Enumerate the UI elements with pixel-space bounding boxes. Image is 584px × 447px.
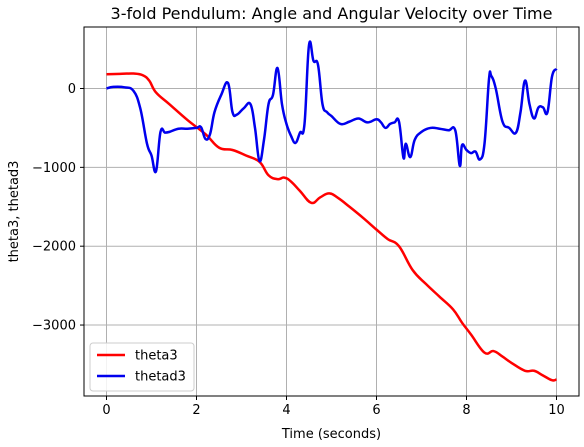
x-tick-label: 10: [548, 403, 565, 418]
x-tick-label: 0: [102, 403, 110, 418]
series-line-theta3: [106, 72, 557, 382]
x-tick-label: 6: [372, 403, 380, 418]
grid-lines: [84, 27, 579, 396]
legend-label-theta3: theta3: [135, 349, 178, 364]
series-lines: [106, 40, 558, 382]
legend: theta3 thetad3: [89, 342, 195, 392]
x-tick-label: 4: [282, 403, 290, 418]
x-tick-label: 8: [462, 403, 470, 418]
series-line-thetad3: [106, 40, 558, 174]
legend-label-thetad3: thetad3: [135, 370, 186, 385]
y-axis-title: theta3, thetad3: [7, 161, 22, 263]
y-tick-label: 0: [68, 82, 76, 97]
axis-ticks: 0 2 4 6 8 10 −3000 −2000 −1000 0: [32, 82, 565, 418]
plot-area-frame: [83, 26, 580, 397]
y-tick-label: −2000: [32, 240, 76, 255]
x-tick-label: 2: [192, 403, 200, 418]
y-tick-label: −1000: [32, 161, 76, 176]
y-tick-label: −3000: [32, 319, 76, 334]
chart-title: 3-fold Pendulum: Angle and Angular Veloc…: [111, 4, 553, 23]
x-axis-title: Time (seconds): [281, 427, 381, 442]
